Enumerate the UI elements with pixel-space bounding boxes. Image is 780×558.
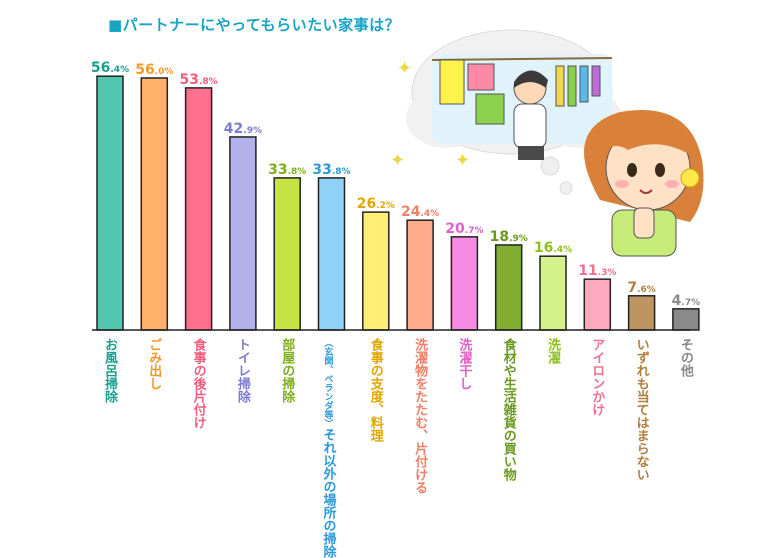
bar-3 (229, 136, 257, 331)
woman-thinking-icon (584, 110, 704, 257)
category-label-4: 部屋の掃除 (279, 338, 295, 403)
bar-11 (583, 278, 612, 331)
bar-9 (494, 244, 523, 331)
bar-7 (406, 219, 434, 331)
category-label-12: いずれも当てはまらない (633, 338, 649, 481)
category-label-9: 食材や生活雑貨の買い物 (500, 338, 516, 481)
sparkle-icon: ✦ (397, 58, 413, 79)
laundry-icon (439, 59, 601, 125)
value-label-11: 11.3% (578, 263, 616, 279)
category-label-11: アイロンかけ (589, 338, 605, 416)
bar-2 (184, 87, 213, 331)
category-label-6: 食事の支度、料理 (367, 338, 383, 442)
bar-5 (317, 177, 346, 331)
value-label-7: 24.4% (401, 204, 439, 220)
chart-title: ■パートナーにやってもらいたい家事は？ (108, 16, 401, 34)
category-label-10: 洗濯 (545, 338, 560, 364)
bars-layer (96, 75, 700, 331)
category-label-2: 食事の後片付け (190, 338, 206, 429)
bar-4 (273, 177, 301, 331)
category-note-5: （玄関、ベランダ等） (322, 338, 333, 428)
category-label-5: （玄関、ベランダ等）それ以外の場所の掃除 (320, 338, 336, 558)
value-label-8: 20.7% (445, 221, 483, 237)
bar-6 (362, 211, 390, 331)
value-label-3: 42.9% (224, 121, 262, 137)
value-labels-layer: 56.4% 56.0% 53.8% 42.9% 33.8% 33.8% 26.2% 24.4%… (91, 60, 700, 309)
value-label-13: 4.7% (672, 293, 700, 309)
value-label-4: 33.8% (268, 162, 306, 178)
value-label-5: 33.8% (312, 162, 350, 178)
sparkle-icon: ✦ (390, 150, 406, 171)
bar-12 (627, 295, 656, 331)
value-label-2: 53.8% (180, 72, 218, 88)
category-label-3: トイレ掃除 (234, 338, 250, 403)
value-label-9: 18.9% (490, 229, 528, 245)
value-label-12: 7.6% (627, 280, 655, 296)
bar-1 (140, 77, 169, 331)
category-label-0: お風呂掃除 (102, 338, 117, 403)
category-label-1: ごみ出し (146, 338, 162, 390)
bar-10 (539, 255, 567, 331)
sparkle-icon: ✦ (455, 150, 471, 171)
category-label-7: 洗濯物をたたむ、片付ける (412, 338, 428, 494)
bar-0 (96, 75, 124, 331)
bar-8 (450, 236, 479, 331)
bar-13 (672, 308, 700, 331)
illustration (406, 29, 704, 257)
value-label-6: 26.2% (357, 196, 395, 212)
category-label-13: その他 (677, 338, 693, 377)
man-hanging-laundry-icon (513, 70, 548, 160)
category-label-8: 洗濯干し (456, 338, 472, 390)
bar-chart: 56.4% 56.0% 53.8% 42.9% 33.8% 33.8% 26.2% 24.4%… (91, 29, 704, 331)
value-label-0: 56.4% (91, 60, 129, 76)
value-label-10: 16.4% (534, 240, 572, 256)
value-label-1: 56.0% (135, 62, 173, 78)
